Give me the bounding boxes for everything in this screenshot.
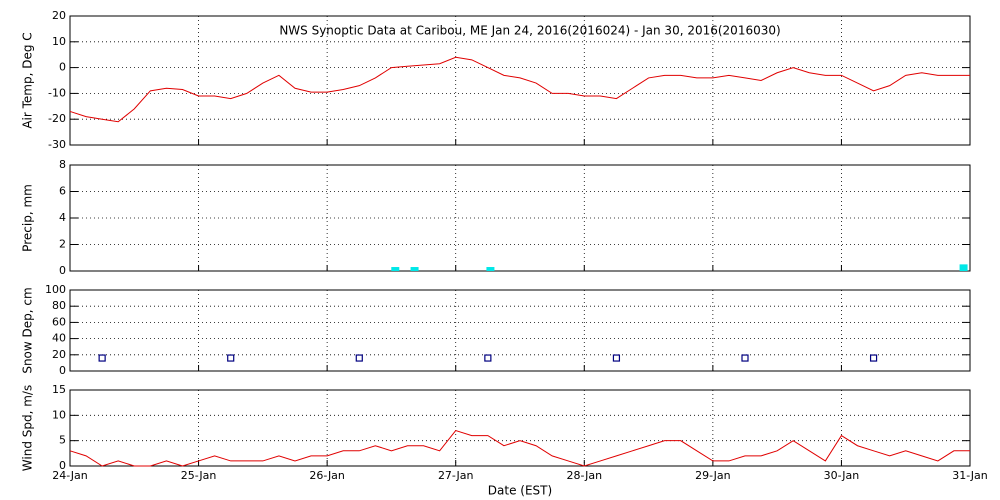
y-tick-label: -30 — [48, 138, 66, 151]
y-tick-label: 20 — [52, 348, 66, 361]
y-tick-label: 100 — [45, 283, 66, 296]
y-tick-label: 4 — [59, 211, 66, 224]
bar — [486, 267, 495, 271]
y-tick-label: 8 — [59, 158, 66, 171]
bar — [959, 264, 968, 271]
data-line — [69, 429, 970, 467]
y-tick-label: 6 — [59, 185, 66, 198]
x-tick-label: 28-Jan — [567, 469, 603, 482]
y-tick-label: 10 — [52, 35, 66, 48]
data-line — [69, 56, 970, 123]
y-tick-label: 40 — [52, 332, 66, 345]
y-axis-label: Wind Spd, m/s — [21, 385, 35, 471]
y-tick-label: -10 — [48, 86, 66, 99]
y-axis-label: Air Temp, Deg C — [21, 32, 35, 128]
x-tick-label: 30-Jan — [824, 469, 860, 482]
bar — [410, 267, 419, 271]
point — [227, 354, 235, 362]
x-tick-label: 29-Jan — [695, 469, 731, 482]
y-tick-label: 2 — [59, 238, 66, 251]
bar — [391, 267, 400, 271]
point — [484, 354, 492, 362]
panel-frame — [69, 389, 971, 467]
x-tick-label: 25-Jan — [181, 469, 217, 482]
y-tick-label: 20 — [52, 9, 66, 22]
y-tick-label: 5 — [59, 434, 66, 447]
point — [355, 354, 363, 362]
x-axis-label: Date (EST) — [488, 484, 552, 498]
panel-frame — [69, 289, 971, 372]
y-tick-label: 0 — [59, 264, 66, 277]
y-tick-label: 0 — [59, 459, 66, 472]
point — [612, 354, 621, 362]
x-tick-label: 26-Jan — [309, 469, 345, 482]
chart-title: NWS Synoptic Data at Caribou, ME Jan 24,… — [279, 24, 780, 38]
y-tick-label: -20 — [48, 112, 66, 125]
point — [98, 354, 106, 362]
y-axis-label: Precip, mm — [21, 184, 35, 252]
y-tick-label: 15 — [52, 383, 66, 396]
x-tick-label: 27-Jan — [438, 469, 474, 482]
x-tick-label: 31-Jan — [952, 469, 988, 482]
y-tick-label: 0 — [59, 61, 66, 74]
y-tick-label: 80 — [52, 299, 66, 312]
y-tick-label: 0 — [59, 364, 66, 377]
point — [741, 354, 749, 362]
point — [869, 354, 878, 362]
y-axis-label: Snow Dep, cm — [21, 287, 35, 373]
y-tick-label: 60 — [52, 315, 66, 328]
y-tick-label: 10 — [52, 408, 66, 421]
x-tick-label: 24-Jan — [52, 469, 88, 482]
